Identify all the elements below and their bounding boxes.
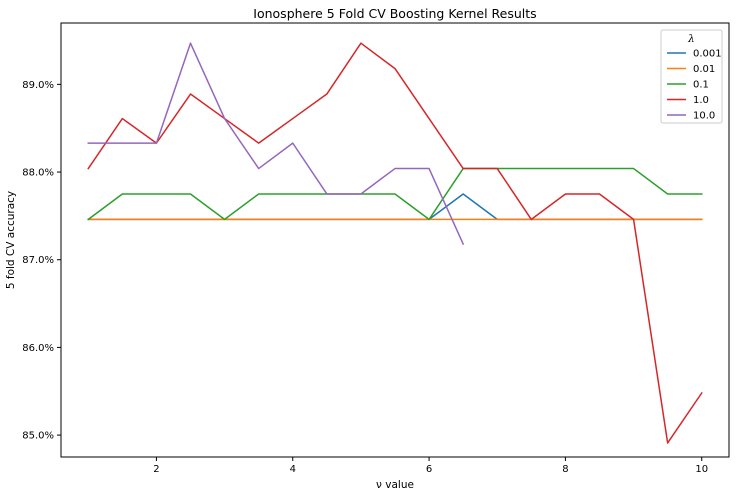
series-line-0.001 — [87, 193, 703, 221]
y-tick-label: 89.0% — [22, 80, 54, 91]
series-line-10.0 — [87, 42, 465, 245]
x-axis-label: ν value — [376, 479, 414, 491]
x-tick-label: 6 — [426, 464, 432, 475]
legend-label: 10.0 — [693, 111, 715, 122]
x-tick-label: 8 — [562, 464, 568, 475]
series-layer — [87, 42, 703, 444]
legend-label: 1.0 — [693, 95, 709, 106]
legend-title: λ — [687, 33, 695, 45]
x-tick-label: 2 — [153, 464, 159, 475]
y-tick-label: 87.0% — [22, 255, 54, 266]
legend-label: 0.001 — [693, 49, 722, 60]
x-tick-label: 4 — [290, 464, 296, 475]
legend-items: 0.001 0.01 0.1 1.0 10.0 — [667, 49, 722, 122]
x-axis-ticks: 2 4 6 8 10 — [153, 457, 708, 475]
y-tick-label: 86.0% — [22, 343, 54, 354]
y-axis-ticks: 85.0% 86.0% 87.0% 88.0% 89.0% — [22, 80, 61, 442]
y-axis-label: 5 fold CV accuracy — [5, 191, 17, 289]
chart-title: Ionosphere 5 Fold CV Boosting Kernel Res… — [253, 6, 536, 21]
legend-label: 0.01 — [693, 64, 715, 75]
y-tick-label: 85.0% — [22, 431, 54, 442]
legend: λ 0.001 0.01 0.1 1.0 10.0 — [660, 29, 723, 124]
plot-area-frame — [60, 22, 730, 458]
legend-label: 0.1 — [693, 80, 709, 91]
x-tick-label: 10 — [695, 464, 708, 475]
y-tick-label: 88.0% — [22, 168, 54, 179]
series-line-0.1 — [87, 167, 703, 221]
series-line-1.0 — [87, 42, 703, 444]
